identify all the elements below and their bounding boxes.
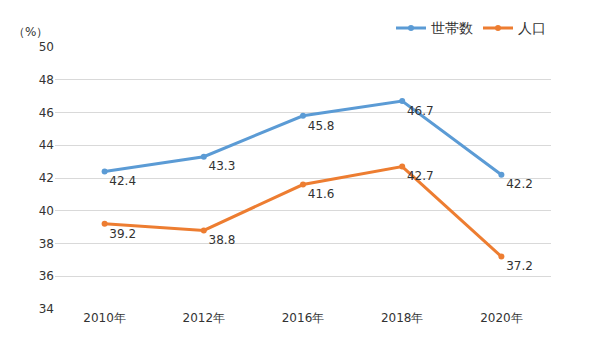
svg-text:46.7: 46.7: [407, 104, 434, 118]
svg-text:42: 42: [39, 171, 54, 185]
svg-text:45.8: 45.8: [308, 119, 335, 133]
svg-text:2012年: 2012年: [183, 311, 226, 325]
svg-text:44: 44: [39, 138, 54, 152]
svg-text:46: 46: [39, 106, 54, 120]
svg-text:（%）: （%）: [13, 25, 48, 39]
svg-text:40: 40: [39, 204, 54, 218]
svg-text:世帯数: 世帯数: [431, 20, 473, 36]
svg-text:37.2: 37.2: [506, 259, 533, 273]
svg-text:42.7: 42.7: [407, 169, 434, 183]
svg-text:38: 38: [39, 237, 54, 251]
svg-text:36: 36: [39, 269, 54, 283]
svg-text:2010年: 2010年: [83, 311, 126, 325]
svg-text:42.2: 42.2: [506, 177, 533, 191]
svg-text:34: 34: [39, 302, 54, 316]
svg-text:38.8: 38.8: [209, 233, 236, 247]
svg-text:43.3: 43.3: [209, 159, 236, 173]
svg-text:人口: 人口: [518, 20, 546, 36]
svg-text:48: 48: [39, 73, 54, 87]
svg-text:42.4: 42.4: [109, 174, 136, 188]
svg-text:2018年: 2018年: [381, 311, 424, 325]
svg-text:39.2: 39.2: [109, 227, 136, 241]
svg-text:2020年: 2020年: [480, 311, 523, 325]
svg-text:50: 50: [39, 40, 54, 54]
svg-text:2016年: 2016年: [282, 311, 325, 325]
svg-text:41.6: 41.6: [308, 187, 335, 201]
